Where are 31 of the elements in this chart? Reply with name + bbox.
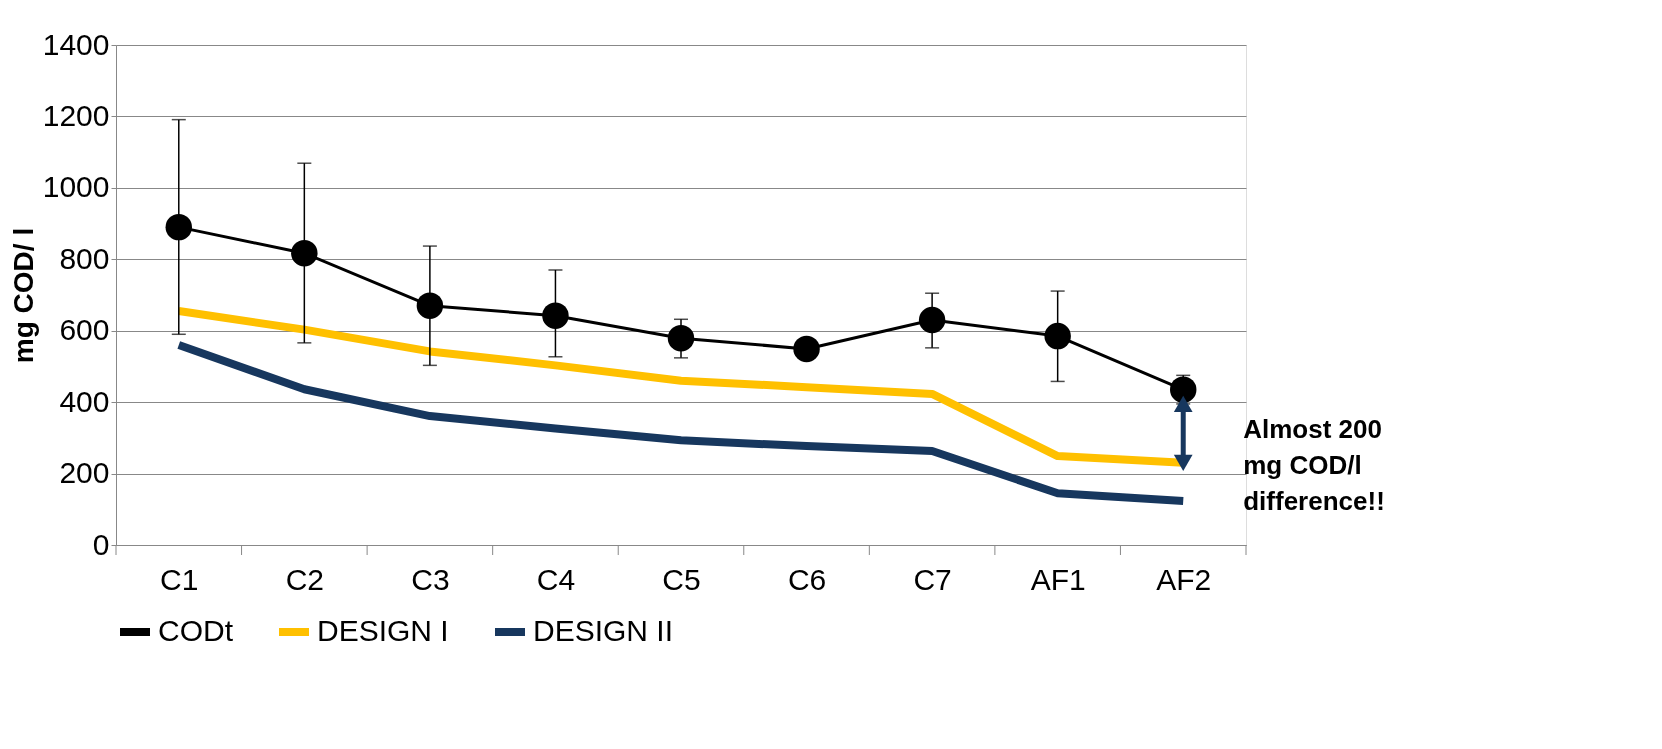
y-tick-label: 1400 (42, 27, 110, 61)
x-tick-label: C6 (787, 562, 827, 596)
x-tick-label: C3 (411, 562, 450, 596)
point (793, 335, 820, 363)
point (1044, 322, 1071, 350)
annotation: Almost 200 mg COD/l difference!! (1243, 413, 1385, 516)
y-axis-title: mg COD/ l (7, 227, 39, 364)
y-tick-label: 400 (59, 384, 110, 418)
x-tick-label: C7 (913, 562, 952, 596)
x-tick-label: C2 (285, 562, 325, 596)
point (542, 302, 569, 329)
y-tick-label: 0 (92, 527, 110, 561)
legend-label: DESIGN I (317, 614, 449, 647)
point (291, 240, 318, 267)
legend-label: CODt (158, 614, 234, 647)
point (1169, 376, 1197, 403)
x-tick-label: AF1 (1030, 562, 1086, 596)
point (667, 325, 695, 352)
y-tick-label: 1200 (42, 98, 110, 132)
x-tick-label: C4 (536, 562, 576, 596)
point (918, 306, 946, 334)
y-tick-label: 1000 (42, 170, 110, 204)
y-tick-label: 600 (59, 313, 110, 347)
x-tick-label: C1 (160, 562, 199, 596)
point (165, 213, 193, 241)
legend-label: DESIGN II (533, 614, 674, 647)
y-tick-label: 800 (59, 241, 110, 275)
x-tick-label: AF2 (1156, 562, 1212, 596)
y-tick-label: 200 (59, 456, 110, 490)
x-tick-label: C5 (662, 562, 701, 596)
point (416, 292, 444, 319)
